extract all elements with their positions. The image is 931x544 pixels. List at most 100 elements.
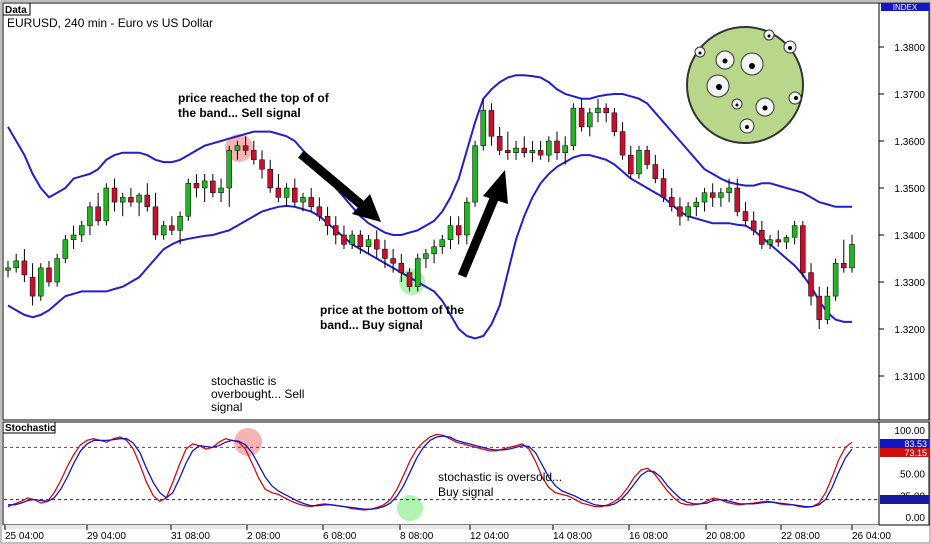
candle-body — [619, 131, 626, 156]
candle-body — [251, 150, 257, 161]
price-tick-label: 1.3300 — [894, 278, 925, 289]
stochastic-lines — [4, 433, 878, 511]
candle-body — [529, 150, 536, 153]
candle-body — [38, 267, 44, 297]
candle-body — [160, 225, 167, 236]
candle-body — [652, 164, 659, 179]
annotation-sell-stoch: stochastic is overbought... Sell signal — [211, 374, 304, 414]
price-tick-label: 1.3700 — [894, 90, 925, 101]
candle-body — [554, 140, 560, 153]
stochastic-title: Stochastic — [5, 423, 56, 434]
time-tick-label: 25 04:00 — [5, 531, 44, 542]
candle-body — [431, 246, 437, 255]
candle-body — [300, 197, 306, 203]
candle-body — [636, 150, 642, 175]
candle-body — [611, 112, 618, 132]
annotation-sell-band: price reached the top of of the band... S… — [178, 91, 330, 120]
data-tab-label: Data — [5, 5, 27, 16]
candle-body — [292, 187, 298, 203]
annotation-line: the band... Sell signal — [178, 106, 301, 120]
candle-body — [808, 272, 814, 297]
time-tick-label: 26 04:00 — [852, 531, 891, 542]
bollinger-bands — [7, 74, 852, 340]
candle-body — [259, 159, 265, 170]
candle-body — [382, 248, 388, 259]
candle-body — [472, 145, 478, 203]
candle-body — [119, 197, 126, 203]
candle-body — [595, 107, 601, 114]
annotation-line: stochastic is oversold... — [438, 470, 562, 484]
candle-body — [587, 112, 593, 128]
price-tick-label: 1.3800 — [894, 43, 925, 54]
candle-body — [316, 206, 323, 217]
index-badge — [881, 3, 929, 11]
candle-body — [513, 147, 519, 154]
candle-body — [849, 244, 855, 269]
stoch-tick-label: 100.00 — [894, 426, 925, 437]
stoch-d-line — [8, 435, 853, 510]
oversold-badge — [880, 495, 929, 504]
candle-body — [29, 277, 36, 297]
data-tab[interactable] — [2, 2, 31, 16]
candle-body — [726, 187, 732, 193]
candle-body — [54, 258, 60, 283]
candle-body — [169, 225, 175, 231]
candle-body — [537, 150, 544, 156]
stoch-tick-label: 50.00 — [900, 470, 925, 481]
candle-body — [193, 183, 200, 189]
candle-body — [824, 295, 831, 320]
candle-body — [390, 258, 396, 264]
candle-body — [660, 178, 667, 198]
candle-body — [201, 180, 208, 189]
candle-body — [603, 107, 609, 114]
candle-body — [546, 140, 552, 156]
price-tick-label: 1.3200 — [894, 325, 925, 336]
stochastic-tab[interactable] — [2, 421, 56, 434]
candle-body — [210, 180, 216, 193]
candle-body — [414, 258, 421, 287]
candle-body — [13, 260, 19, 269]
upper-band-line — [7, 74, 852, 236]
candle-body — [152, 206, 159, 236]
candle-body — [759, 230, 765, 245]
candle-body — [701, 192, 708, 203]
candle-body — [455, 225, 462, 236]
time-tick-label: 20 08:00 — [706, 531, 745, 542]
stoch-d-value: 73.15 — [904, 448, 927, 458]
stoch-k-line — [7, 433, 853, 511]
time-tick-label: 16 08:00 — [629, 531, 668, 542]
candle-body — [668, 197, 675, 208]
sell-highlight-stoch — [234, 428, 262, 456]
candle-body — [578, 107, 585, 128]
candle-body — [136, 194, 142, 203]
candle-body — [800, 225, 806, 273]
candle-body — [373, 239, 380, 250]
candle-body — [480, 110, 487, 146]
lower-band-line — [7, 154, 852, 340]
price-tick-label: 1.3500 — [894, 184, 925, 195]
time-tick-label: 12 04:00 — [470, 531, 509, 542]
down-arrow — [298, 150, 381, 222]
stoch-d-badge — [880, 448, 929, 457]
annotation-line: stochastic is — [211, 374, 276, 388]
candle-body — [398, 262, 405, 273]
candle-body — [709, 192, 716, 198]
price-axis-area — [878, 2, 930, 421]
candle-body — [783, 237, 790, 243]
candle-body — [832, 262, 839, 297]
candle-body — [734, 187, 741, 212]
time-tick-label: 8 08:00 — [400, 531, 434, 542]
time-axis-ticks: 25 04:00 29 04:00 31 08:00 2 08:00 6 08:00 8 … — [4, 525, 891, 542]
candle-body — [226, 150, 232, 189]
price-tick-label: 1.3600 — [894, 137, 925, 148]
candle-body — [242, 145, 249, 151]
candle-body — [70, 234, 77, 240]
candle-body — [816, 295, 822, 320]
candle-body — [333, 225, 339, 236]
candle-body — [775, 239, 782, 243]
candle-body — [283, 187, 290, 198]
candle-body — [644, 150, 650, 165]
instrument-title: EURUSD, 240 min - Euro vs US Dollar — [7, 16, 213, 30]
candle-body — [685, 206, 691, 217]
annotation-buy-stoch: stochastic is oversold... Buy signal — [438, 470, 562, 499]
